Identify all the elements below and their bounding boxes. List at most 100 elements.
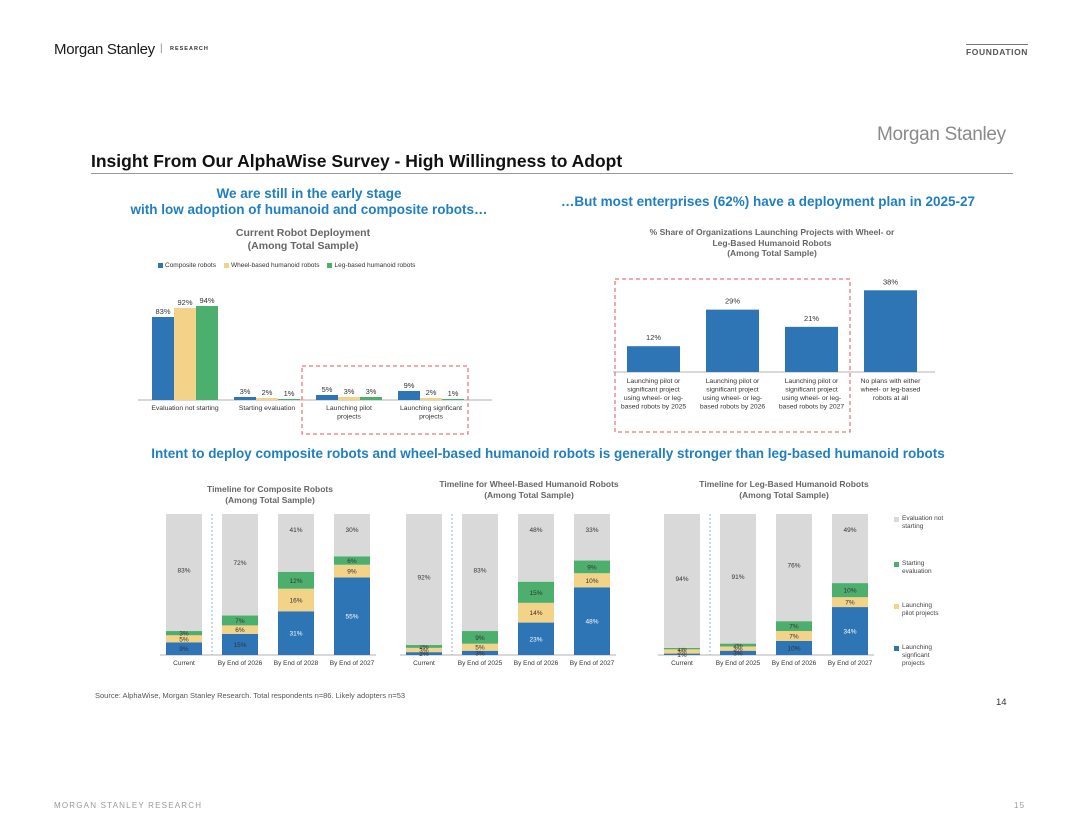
chart1-category-label: Starting evaluation — [239, 405, 296, 412]
wheel-timeline-segment — [406, 514, 442, 646]
composite-timeline-data-label: 16% — [289, 598, 302, 605]
headline-left: We are still in the early stage with low… — [130, 186, 488, 217]
chart1-category-label: Launching signficant — [400, 405, 462, 412]
leg-timeline-segment — [776, 514, 812, 622]
current-robot-deployment-chart: 83% 92% 94% Evaluation not starting 3% 2% 1% St… — [138, 296, 492, 435]
composite-timeline-data-label: 15% — [233, 642, 246, 649]
research-label: RESEARCH — [170, 46, 209, 52]
wheel-timeline-data-label: 9% — [587, 564, 597, 571]
wheel-timeline-segment — [406, 647, 442, 653]
leg-timeline-category-label: By End of 2025 — [716, 660, 761, 667]
wheel-timeline-data-label: 92% — [417, 575, 430, 582]
chart2-category-label: Launching pilot or — [785, 378, 839, 385]
chart1-category-label: projects — [419, 414, 443, 421]
composite-timeline-segment — [334, 556, 370, 565]
composite-timeline-data-label: 5% — [179, 636, 189, 643]
composite-timeline-data-label: 30% — [345, 527, 358, 534]
leg-timeline-category-label: By End of 2026 — [772, 660, 817, 667]
chart1-bar — [420, 398, 442, 400]
composite-timeline-segment — [334, 514, 370, 557]
wheel-timeline-data-label: 33% — [585, 527, 598, 534]
chart1-legend: Composite robots Wheel-based humanoid ro… — [158, 262, 415, 269]
wheel-timeline-data-label: 2% — [419, 651, 429, 658]
chart1-data-label: 2% — [262, 388, 273, 397]
composite-timeline-data-label: 83% — [177, 568, 190, 575]
chart1-data-label: 1% — [284, 389, 295, 398]
legend-swatch-yellow — [223, 263, 229, 268]
chart2-category-label: based robots by 2027 — [779, 404, 845, 411]
chart2-category-label: using wheel- or leg- — [703, 395, 762, 402]
legend-swatch-grey — [894, 517, 899, 522]
leg-timeline-data-label: 7% — [845, 600, 855, 607]
leg-timeline-data-label: 3% — [733, 646, 743, 653]
chart2-category-label: significant project — [785, 387, 838, 394]
leg-timeline-data-label: 1% — [677, 646, 687, 653]
chart1-bar — [152, 317, 174, 400]
wheel-timeline-data-label: 83% — [473, 568, 486, 575]
chart1-data-label: 92% — [177, 298, 192, 307]
leg-timeline-segment — [776, 621, 812, 632]
organizations-launching-chart: 12% Launching pilot or significant project… — [613, 277, 935, 433]
composite-timeline-segment — [278, 514, 314, 572]
composite-timeline-data-label: 72% — [233, 560, 246, 567]
chart1-data-label: 3% — [366, 387, 377, 396]
wheel-timeline-segment — [462, 643, 498, 651]
composite-timeline-segment — [222, 633, 258, 655]
leg-timeline-segment — [832, 597, 868, 608]
leg-timeline-segment — [664, 647, 700, 650]
chart1-data-label: 83% — [155, 307, 170, 316]
legend-swatch-green — [327, 263, 333, 268]
composite-timeline-category-label: By End of 2028 — [274, 660, 319, 667]
composite-timeline-segment — [222, 514, 258, 616]
legend-swatch-yellow-2 — [894, 604, 899, 609]
leg-timeline-segment — [720, 650, 756, 655]
composite-timeline-data-label: 3% — [179, 631, 189, 638]
chart1-data-label: 94% — [199, 296, 214, 305]
chart2-data-label: 12% — [646, 333, 661, 342]
wheel-timeline-data-label: 3% — [419, 648, 429, 655]
wheel-timeline-segment — [518, 514, 554, 582]
composite-timeline-data-label: 55% — [345, 614, 358, 621]
composite-timeline-segment — [166, 631, 202, 636]
chart1-bar — [196, 306, 218, 400]
legend-launching-significant: Launching signficant projects — [894, 644, 944, 668]
headline-right: …But most enterprises (62%) have a deplo… — [560, 194, 976, 209]
composite-timeline-segment — [166, 635, 202, 643]
composite-timeline-segment — [222, 625, 258, 634]
chart1-bar — [174, 308, 196, 400]
chart1-highlight-box — [301, 365, 469, 435]
legend-launching-pilot: Launching pilot projects — [894, 602, 940, 618]
wheel-timeline-segment — [574, 587, 610, 655]
composite-timeline-data-label: 6% — [347, 558, 357, 565]
leg-timeline-data-label: 94% — [675, 576, 688, 583]
leg-timeline-segment — [664, 514, 700, 648]
chart1-title: Current Robot Deployment (Among Total Sa… — [235, 227, 371, 252]
wheel-timeline-segment — [574, 560, 610, 574]
chart1-data-label: 5% — [322, 385, 333, 394]
composite-timeline-data-label: 9% — [347, 569, 357, 576]
chart1-data-label: 3% — [240, 387, 251, 396]
morgan-stanley-logo: Morgan Stanley — [877, 124, 1006, 145]
leg-timeline-segment — [832, 583, 868, 598]
wheel-timeline-data-label: 48% — [585, 619, 598, 626]
chart1-bar — [256, 398, 278, 400]
slide-page-number: 14 — [996, 697, 1007, 708]
legend-starting-evaluation: Starting evaluation — [894, 560, 944, 576]
slide-title: Insight From Our AlphaWise Survey - High… — [91, 151, 623, 171]
leg-timeline-category-label: Current — [671, 660, 693, 667]
foundation-tag: FOUNDATION — [966, 44, 1029, 57]
chart2-bar — [627, 346, 680, 372]
leg-timeline-data-label: 3% — [733, 650, 743, 657]
leg-timeline-segment — [720, 646, 756, 651]
brand-name: Morgan Stanley — [54, 41, 155, 58]
brand-divider: | — [160, 43, 163, 54]
title-rule — [91, 173, 1013, 174]
leg-timeline-data-label: 2% — [733, 643, 743, 650]
wheel-timeline-data-label: 3% — [475, 650, 485, 657]
wheel-timeline-segment — [462, 514, 498, 632]
chart2-category-label: significant project — [706, 387, 759, 394]
chart1-data-label: 1% — [448, 389, 459, 398]
leg-timeline-segment — [776, 640, 812, 655]
chart1-bar — [338, 397, 360, 400]
chart2-category-label: based robots by 2025 — [621, 404, 687, 411]
